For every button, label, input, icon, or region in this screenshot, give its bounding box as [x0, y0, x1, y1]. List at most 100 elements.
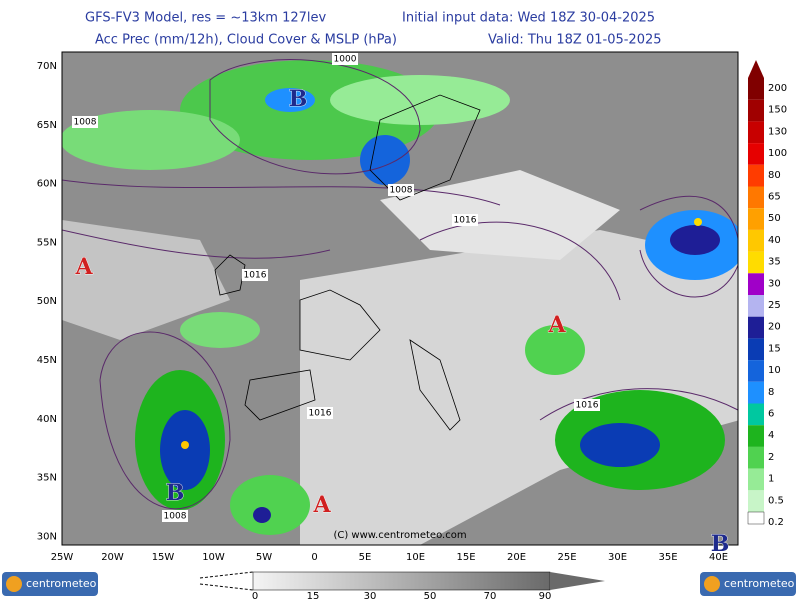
colorbar-band [748, 446, 764, 469]
logo-text: centrometeo [724, 577, 795, 590]
isobar-label-bg [388, 184, 414, 196]
colorbar-band [748, 143, 764, 165]
colorbar-label: 35 [768, 257, 781, 268]
colorbar-band [748, 251, 764, 274]
isobar-label-bg [242, 269, 268, 281]
cloud-label: 0 [252, 591, 258, 600]
cloud-label: 70 [484, 591, 497, 600]
isobar-label-bg [307, 407, 333, 419]
isobar-label-bg [72, 116, 98, 128]
map-frame [61, 51, 739, 546]
lat-label: 40N [37, 414, 57, 425]
colorbar-label: 150 [768, 105, 787, 116]
colorbar-label: 50 [768, 213, 781, 224]
lon-label: 20W [101, 552, 124, 563]
isobar-label: 1016 [576, 401, 599, 411]
isobar-label: 1016 [244, 271, 267, 281]
logo-icon [704, 576, 720, 592]
colorbar-band [748, 229, 764, 252]
logo-text: centrometeo [26, 577, 97, 590]
colorbar-band [748, 338, 764, 361]
cloud-label: 30 [364, 591, 377, 600]
lon-label: 25E [557, 552, 576, 563]
cloud-label: 15 [307, 591, 320, 600]
lat-label: 55N [37, 237, 57, 248]
colorbar-band [748, 273, 764, 295]
colorbar-label: 100 [768, 148, 787, 159]
fields: Acc Prec (mm/12h), Cloud Cover & MSLP (h… [95, 33, 397, 48]
lon-label: 20E [507, 552, 526, 563]
pressure-center: A [547, 312, 566, 338]
isobar-label: 1016 [309, 409, 332, 419]
lat-label: 70N [37, 61, 57, 72]
colorbar-arrow [748, 60, 764, 78]
colorbar-band [748, 78, 764, 100]
pressure-center: B [289, 86, 308, 112]
pressure-center: A [74, 254, 93, 280]
lon-label: 30E [608, 552, 627, 563]
colorbar-label: 0.2 [768, 517, 784, 528]
colorbar-label: 0.5 [768, 495, 784, 506]
colorbar-label: 4 [768, 430, 774, 441]
pressure-center: B [711, 531, 730, 557]
init-time: Initial input data: Wed 18Z 30-04-2025 [402, 11, 655, 26]
lon-label: 5W [256, 552, 272, 563]
map [62, 52, 738, 545]
lat-label: 45N [37, 355, 57, 366]
cloud-label: 90 [539, 591, 552, 600]
colorbar-label: 1 [768, 474, 774, 485]
lat-label: 35N [37, 473, 57, 484]
colorbar-label: 2 [768, 452, 774, 463]
cloud-bar [252, 571, 551, 591]
colorbar-band [748, 490, 764, 512]
lon-label: 5E [359, 552, 372, 563]
lat-label: 30N [37, 531, 57, 542]
colorbar-label: 80 [768, 170, 781, 181]
isobar-label: 1008 [390, 186, 413, 196]
colorbar-base [747, 511, 765, 525]
colorbar-label: 65 [768, 192, 781, 203]
isobar-label-bg [332, 53, 358, 65]
colorbar-band [748, 425, 764, 447]
valid-time: Valid: Thu 18Z 01-05-2025 [488, 33, 662, 48]
lat-label: 50N [37, 296, 57, 307]
isobar-label-bg [452, 214, 478, 226]
lon-label: 10W [202, 552, 225, 563]
isobar-label-bg [162, 510, 188, 522]
colorbar-band [748, 381, 764, 404]
pressure-center: A [312, 492, 331, 518]
lon-label: 15E [456, 552, 475, 563]
colorbar-band [748, 316, 764, 339]
isobar-label: 1016 [454, 216, 477, 226]
copyright: (C) www.centrometeo.com [333, 530, 466, 541]
model-info: GFS-FV3 Model, res = ~13km 127lev [85, 11, 327, 26]
isobar-label: 1008 [74, 118, 97, 128]
cloud-label: 50 [424, 591, 437, 600]
colorbar-label: 200 [768, 83, 787, 94]
colorbar-band [748, 99, 764, 122]
colorbar-label: 20 [768, 322, 781, 333]
colorbar-label: 130 [768, 126, 787, 137]
lat-label: 60N [37, 179, 57, 190]
lon-label: 25W [51, 552, 74, 563]
logo [700, 572, 796, 596]
colorbar-band [748, 295, 764, 317]
cloud-arrow-left [199, 571, 254, 591]
colorbar-label: 6 [768, 409, 774, 420]
colorbar-band [748, 186, 764, 209]
colorbar-label: 30 [768, 278, 781, 289]
colorbar-band [748, 468, 764, 491]
cloud-arrow [550, 572, 605, 590]
lon-label: 40E [709, 552, 728, 563]
logo-icon [6, 576, 22, 592]
lat-label: 65N [37, 120, 57, 131]
colorbar-band [748, 164, 764, 187]
lon-label: 15W [152, 552, 175, 563]
colorbar-label: 15 [768, 343, 781, 354]
colorbar-band [748, 208, 764, 230]
lon-label: 0 [311, 552, 317, 563]
logo [2, 572, 98, 596]
colorbar-label: 8 [768, 387, 774, 398]
colorbar-band [748, 121, 764, 144]
